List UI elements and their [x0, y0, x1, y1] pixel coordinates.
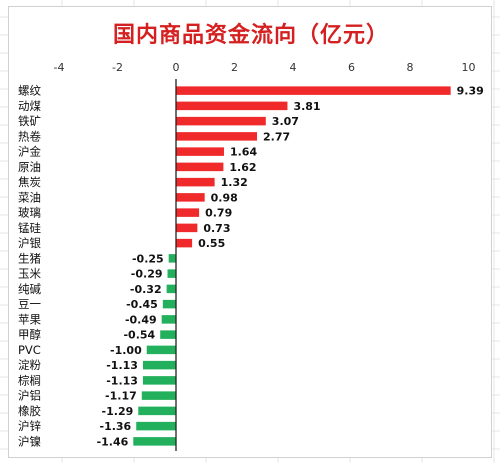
data-label: -1.00 — [110, 344, 142, 357]
bar[interactable] — [162, 299, 176, 309]
data-label: 0.73 — [203, 222, 230, 235]
data-label: -0.29 — [131, 268, 163, 281]
data-label: 0.98 — [211, 191, 238, 204]
bar[interactable] — [176, 208, 200, 217]
bar[interactable] — [176, 177, 215, 187]
category-label: 玻璃 — [18, 206, 41, 220]
bar[interactable] — [176, 132, 258, 141]
data-label: -1.46 — [97, 435, 129, 448]
bar[interactable] — [146, 345, 176, 355]
bar[interactable] — [176, 223, 198, 233]
category-label: 锰硅 — [18, 221, 41, 235]
bar[interactable] — [138, 406, 176, 416]
data-label: -0.25 — [132, 252, 164, 265]
bar[interactable] — [160, 330, 176, 339]
x-tick-label: -2 — [112, 61, 123, 74]
x-tick-label: 2 — [231, 61, 238, 74]
bar[interactable] — [176, 147, 224, 156]
bar[interactable] — [142, 360, 176, 370]
category-label: 动煤 — [18, 99, 41, 113]
bar[interactable] — [142, 376, 176, 385]
bar[interactable] — [166, 284, 176, 294]
x-tick-label: 10 — [462, 61, 476, 74]
bar[interactable] — [176, 86, 451, 95]
category-label: 玉米 — [18, 267, 41, 281]
data-label: -1.13 — [106, 359, 138, 372]
category-label: 沪镍 — [18, 434, 41, 448]
bar[interactable] — [133, 437, 176, 446]
category-label: PVC — [18, 343, 41, 357]
data-label: 1.32 — [221, 176, 248, 189]
category-label: 沪银 — [18, 236, 41, 250]
data-label: -0.54 — [123, 329, 155, 342]
bar[interactable] — [176, 193, 205, 202]
chart-area[interactable]: 国内商品资金流向（亿元） -4 -2 0 2 4 6 8 10 螺纹 9.39 动煤 3.81 铁矿 3.… — [8, 6, 492, 458]
bar[interactable] — [168, 254, 176, 263]
category-label: 淀粉 — [18, 358, 41, 372]
category-label: 苹果 — [18, 312, 41, 326]
bar[interactable] — [161, 315, 176, 324]
category-label: 焦炭 — [18, 175, 41, 189]
data-label: -1.36 — [100, 420, 132, 433]
category-label: 菜油 — [18, 190, 41, 204]
x-tick-label: 0 — [173, 61, 180, 74]
data-label: 3.81 — [293, 100, 320, 113]
category-label: 螺纹 — [18, 84, 41, 98]
category-label: 甲醇 — [18, 328, 41, 342]
data-label: 9.39 — [457, 85, 484, 98]
data-label: -1.29 — [102, 405, 134, 418]
chart-title: 国内商品资金流向（亿元） — [112, 22, 389, 48]
data-label: 2.77 — [263, 130, 290, 143]
x-tick-label: 8 — [407, 61, 414, 74]
data-label: -0.32 — [130, 283, 162, 296]
category-label: 沪锌 — [18, 419, 41, 433]
category-label: 棕榈 — [18, 373, 41, 387]
data-label: 1.64 — [230, 146, 257, 159]
bar[interactable] — [136, 421, 176, 431]
category-label: 沪金 — [18, 145, 41, 159]
category-label: 纯碱 — [18, 282, 41, 296]
x-tick-label: -4 — [54, 61, 65, 74]
data-label: 3.07 — [272, 115, 299, 128]
data-label: 1.62 — [229, 161, 256, 174]
data-label: 0.55 — [198, 237, 225, 250]
bar[interactable] — [176, 162, 224, 172]
bar[interactable] — [167, 269, 176, 278]
category-label: 铁矿 — [18, 114, 41, 128]
bar[interactable] — [141, 391, 176, 400]
category-label: 沪铝 — [18, 389, 41, 403]
data-label: -0.45 — [126, 298, 158, 311]
data-label: -0.49 — [125, 313, 157, 326]
category-label: 热卷 — [18, 129, 41, 143]
data-label: -1.13 — [106, 374, 138, 387]
bar-chart: -4 -2 0 2 4 6 8 10 螺纹 9.39 动煤 3.81 铁矿 3.07 热卷 2.77 沪金 1.6… — [18, 61, 484, 451]
bar[interactable] — [176, 238, 193, 248]
category-label: 豆一 — [18, 297, 41, 311]
category-label: 原油 — [18, 160, 41, 174]
category-label: 生猪 — [18, 251, 41, 265]
bar[interactable] — [176, 116, 266, 126]
x-tick-label: 6 — [348, 61, 355, 74]
data-label: 0.79 — [205, 207, 232, 220]
data-label: -1.17 — [105, 390, 137, 403]
x-tick-label: 4 — [290, 61, 297, 74]
category-label: 橡胶 — [18, 404, 41, 418]
bar[interactable] — [176, 101, 288, 111]
